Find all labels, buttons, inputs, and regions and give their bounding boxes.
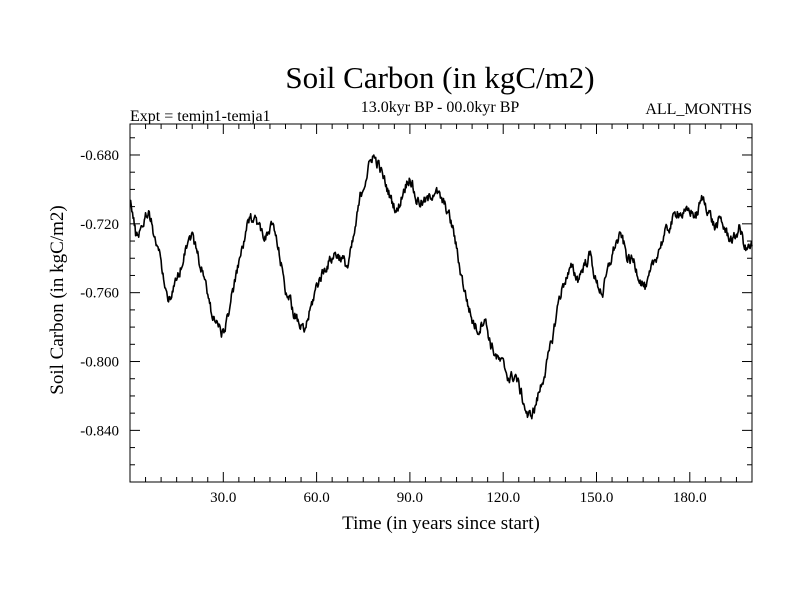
x-tick-label: 60.0 — [303, 490, 329, 506]
y-tick-label: -0.680 — [80, 148, 119, 164]
y-tick-label: -0.760 — [80, 286, 119, 302]
y-tick-label: -0.840 — [80, 423, 119, 439]
x-axis-label: Time (in years since start) — [342, 513, 540, 534]
axis-ticks — [129, 124, 753, 482]
x-tick-label: 90.0 — [397, 490, 423, 506]
x-tick-label: 150.0 — [580, 490, 614, 506]
soil-carbon-line — [129, 154, 753, 420]
x-tick-label: 120.0 — [486, 490, 520, 506]
time-range-label: 13.0kyr BP - 00.0kyr BP — [361, 99, 520, 116]
experiment-label: Expt = temjn1-temja1 — [130, 108, 271, 125]
y-tick-label: -0.720 — [80, 217, 119, 233]
plot-frame — [129, 123, 753, 483]
x-tick-label: 180.0 — [673, 490, 707, 506]
y-axis-label: Soil Carbon (in kgC/m2) — [47, 205, 68, 394]
months-label: ALL_MONTHS — [645, 101, 752, 118]
axis-tick-labels: 30.0 60.0 90.0 120.0 150.0 180.0 -0.680 -0.720 -… — [80, 148, 706, 506]
chart-title: Soil Carbon (in kgC/m2) — [285, 60, 594, 95]
y-tick-label: -0.800 — [80, 355, 119, 371]
x-tick-label: 30.0 — [210, 490, 236, 506]
